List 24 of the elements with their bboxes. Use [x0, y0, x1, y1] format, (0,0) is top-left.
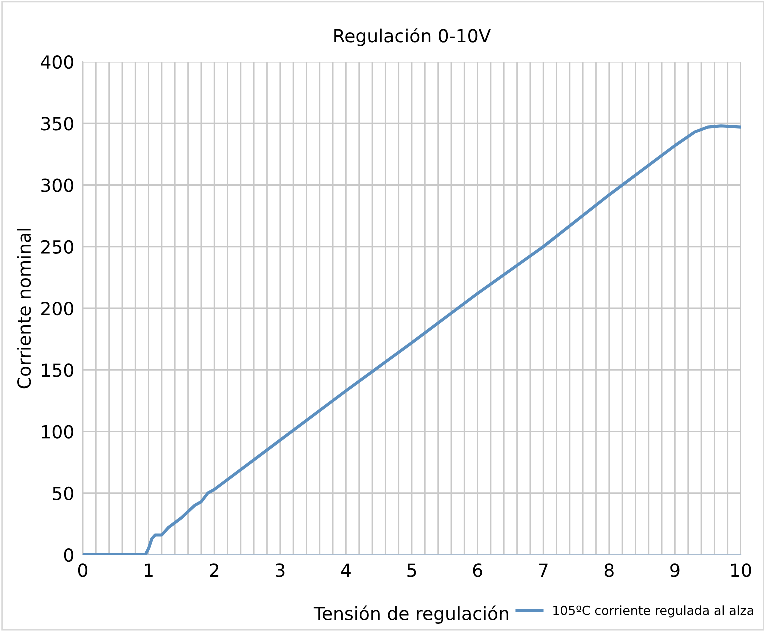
- x-tick-label: 7: [539, 564, 548, 578]
- x-tick-label: 8: [604, 564, 614, 578]
- x-axis-title: Tensión de regulación: [314, 606, 508, 624]
- y-tick-label: 150: [42, 364, 74, 378]
- x-tick-label: 1: [145, 564, 153, 578]
- y-tick-label: 50: [53, 486, 74, 500]
- x-tick-label: 10: [731, 564, 752, 578]
- chart-title: Regulación 0-10V: [334, 28, 492, 46]
- y-tick-label: 100: [42, 425, 74, 439]
- y-tick-label: 200: [42, 302, 74, 316]
- y-tick-label: 350: [42, 117, 74, 131]
- x-tick-label: 4: [341, 564, 351, 578]
- y-axis-title: Corriente nominal: [17, 229, 32, 389]
- x-tick-label: 5: [408, 564, 416, 578]
- y-tick-label: 0: [64, 548, 74, 562]
- x-tick-label: 2: [210, 564, 219, 578]
- legend-label: 105ºC corriente regulada al alza: [554, 606, 754, 618]
- y-tick-label: 300: [42, 178, 74, 192]
- x-tick-label: 0: [78, 564, 88, 578]
- y-tick-label: 250: [42, 240, 74, 254]
- x-tick-label: 6: [473, 564, 482, 578]
- x-tick-label: 9: [670, 564, 680, 578]
- x-tick-label: 3: [276, 564, 285, 578]
- y-tick-label: 400: [41, 55, 74, 70]
